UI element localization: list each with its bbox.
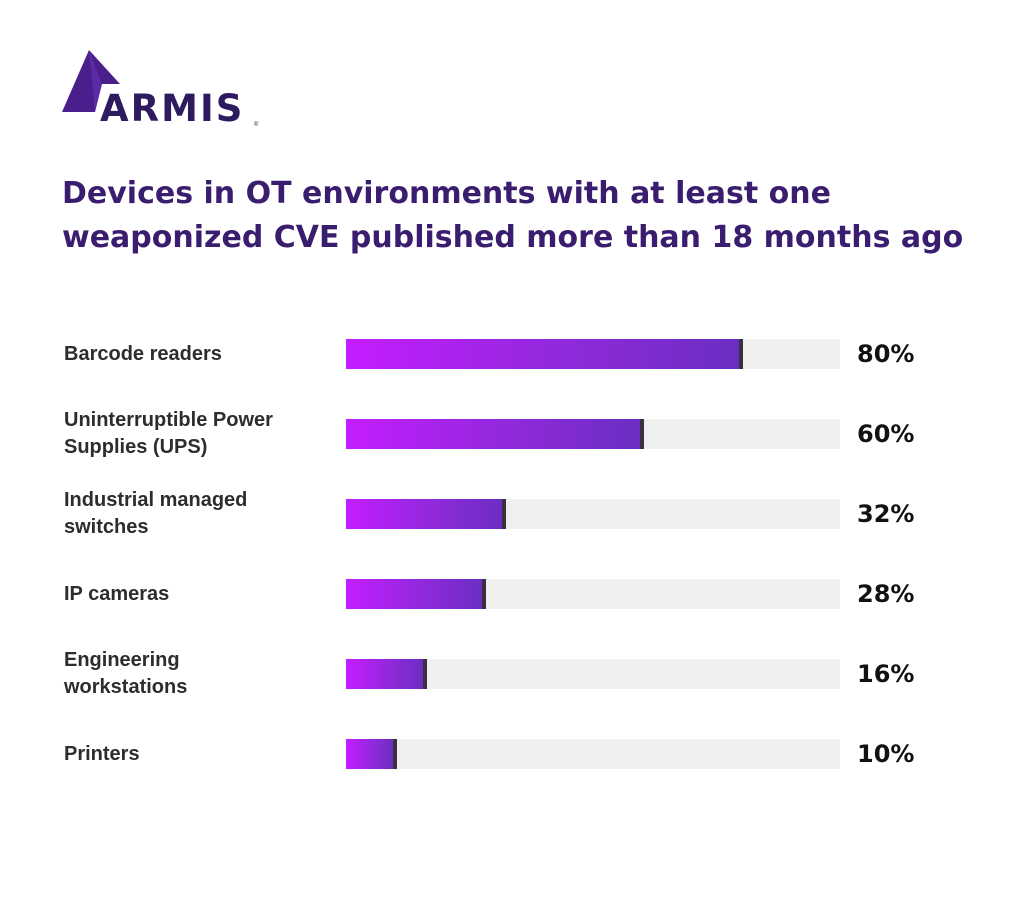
category-label: Uninterruptible Power Supplies (UPS) <box>64 404 334 464</box>
chart-title-line-1: Devices in OT environments with at least… <box>62 176 831 211</box>
bar-end-marker <box>640 419 644 449</box>
category-label: Industrial managed switches <box>64 484 334 544</box>
bar-value-label: 32% <box>857 500 915 528</box>
bar-row: Printers 10% <box>0 724 1024 784</box>
bar-track <box>346 339 840 369</box>
category-label: Engineering workstations <box>64 644 334 704</box>
category-label-line: workstations <box>64 676 188 698</box>
bar-end-marker <box>482 579 486 609</box>
armis-logo-mark-icon <box>62 50 120 112</box>
bar-row: Uninterruptible Power Supplies (UPS) 60% <box>0 404 1024 464</box>
bar-value-label: 16% <box>857 660 915 688</box>
bar <box>346 579 486 609</box>
bar-track <box>346 739 840 769</box>
bar <box>346 419 644 449</box>
registered-mark: ® <box>254 122 259 128</box>
category-label-line: IP cameras <box>64 582 170 605</box>
bar-value-label: 28% <box>857 580 915 608</box>
chart-title: Devices in OT environments with at least… <box>62 172 964 260</box>
bar <box>346 739 397 769</box>
category-label: Barcode readers <box>64 324 334 384</box>
bar-track <box>346 579 840 609</box>
category-label-line: switches <box>64 516 149 538</box>
armis-logo: ARMIS ® <box>62 50 262 132</box>
bar-track <box>346 499 840 529</box>
bar-end-marker <box>423 659 427 689</box>
category-label-line: Printers <box>64 742 140 765</box>
category-label: Printers <box>64 724 334 784</box>
bar <box>346 659 427 689</box>
bar-end-marker <box>393 739 397 769</box>
bar-row: IP cameras 28% <box>0 564 1024 624</box>
bar-value-label: 80% <box>857 340 915 368</box>
bar-end-marker <box>739 339 743 369</box>
logo-wordmark: ARMIS <box>100 87 245 130</box>
category-label-line: Engineering <box>64 649 180 671</box>
bar <box>346 339 743 369</box>
bar-track <box>346 419 840 449</box>
category-label-line: Uninterruptible Power <box>64 409 273 431</box>
category-label-line: Industrial managed <box>64 489 248 511</box>
category-label: IP cameras <box>64 564 334 624</box>
bar-value-label: 10% <box>857 740 915 768</box>
bar-row: Engineering workstations 16% <box>0 644 1024 704</box>
bar <box>346 499 506 529</box>
bar-track <box>346 659 840 689</box>
bar-row: Industrial managed switches 32% <box>0 484 1024 544</box>
bar-row: Barcode readers 80% <box>0 324 1024 384</box>
category-label-line: Supplies (UPS) <box>64 436 208 458</box>
chart-title-line-2: weaponized CVE published more than 18 mo… <box>62 220 964 255</box>
bar-end-marker <box>502 499 506 529</box>
category-label-line: Barcode readers <box>64 342 222 365</box>
bar-value-label: 60% <box>857 420 915 448</box>
